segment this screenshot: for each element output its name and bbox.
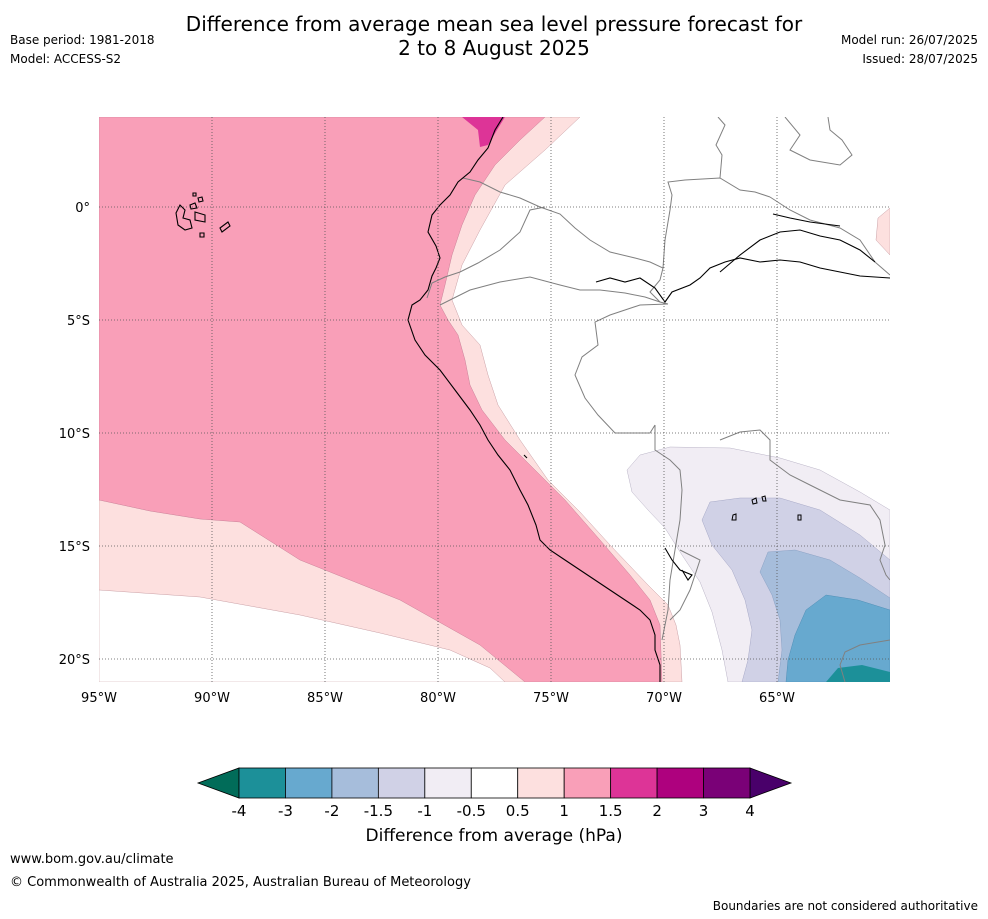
lon-label: 85°W — [307, 691, 343, 706]
map-area — [99, 117, 890, 682]
colorbar-label: -1 — [417, 802, 432, 820]
colorbar-swatch — [656, 767, 704, 799]
contour-1-to-1-5 — [99, 117, 663, 682]
lon-label: 90°W — [194, 691, 230, 706]
lat-label: 20°S — [59, 653, 90, 668]
lon-label: 80°W — [420, 691, 456, 706]
colorbar: -4 -3 -2 -1.5 -1 -0.5 0.5 1 1.5 2 3 4 — [196, 767, 793, 820]
chart-title: Difference from average mean sea level p… — [0, 12, 988, 60]
base-period: Base period: 1981-2018 — [10, 33, 155, 47]
colorbar-label: 2 — [652, 802, 662, 820]
contour-neg-3-to-neg-4 — [826, 665, 890, 682]
colorbar-label: -4 — [232, 802, 247, 820]
colorbar-swatch — [285, 767, 333, 799]
issued-date: Issued: 28/07/2025 — [862, 52, 978, 66]
model-name: Model: ACCESS-S2 — [10, 52, 122, 66]
lon-label: 65°W — [759, 691, 795, 706]
colorbar-swatch — [517, 767, 565, 799]
colorbar-swatch — [470, 767, 519, 799]
title-line-1: Difference from average mean sea level p… — [185, 12, 803, 36]
colorbar-label: -0.5 — [457, 802, 486, 820]
lon-label: 70°W — [646, 691, 682, 706]
colorbar-swatch — [238, 767, 286, 799]
title-line-2: 2 to 8 August 2025 — [398, 36, 590, 60]
longitude-labels: 95°W 90°W 85°W 80°W 75°W 70°W 65°W — [81, 691, 795, 706]
country-borders — [426, 117, 890, 682]
contour-patch-east — [875, 207, 890, 256]
colorbar-label: -2 — [324, 802, 339, 820]
lat-label: 15°S — [59, 540, 90, 555]
footer-url[interactable]: www.bom.gov.au/climate — [10, 852, 174, 867]
lat-label: 10°S — [59, 427, 90, 442]
colorbar-label: -3 — [278, 802, 293, 820]
contour-neg-2-to-neg-3 — [785, 594, 890, 682]
colorbar-under-arrow — [196, 767, 240, 799]
colorbar-swatch — [424, 767, 472, 799]
contour-1-5-to-2 — [462, 117, 505, 147]
colorbar-label: 4 — [745, 802, 755, 820]
lakes — [731, 495, 802, 521]
galapagos-islands — [175, 192, 231, 238]
colorbar-label: -1.5 — [364, 802, 393, 820]
contour-white-south — [99, 589, 506, 682]
colorbar-swatch — [563, 767, 612, 799]
lon-label: 95°W — [81, 691, 117, 706]
colorbar-swatch — [331, 767, 379, 799]
colorbar-swatch — [377, 767, 426, 799]
lon-label: 75°W — [533, 691, 569, 706]
model-run: Model run: 26/07/2025 — [840, 33, 978, 47]
graticule — [99, 117, 890, 682]
meta-right: Model run: 26/07/2025 Issued: 28/07/2025 — [841, 31, 978, 69]
footer-disclaimer: Boundaries are not considered authoritat… — [712, 899, 978, 913]
lat-label: 0° — [75, 201, 90, 216]
colorbar-label: 1.5 — [599, 802, 623, 820]
meta-left: Base period: 1981-2018 Model: ACCESS-S2 — [10, 31, 155, 69]
colorbar-over-arrow — [749, 767, 793, 799]
footer-copyright: © Commonwealth of Australia 2025, Austra… — [10, 875, 471, 890]
coastlines — [407, 117, 890, 682]
colorbar-label: 0.5 — [506, 802, 530, 820]
latitude-labels: 0° 5°S 10°S 15°S 20°S — [59, 201, 90, 668]
colorbar-title: Difference from average (hPa) — [365, 826, 623, 846]
colorbar-label: 3 — [699, 802, 709, 820]
colorbar-swatch — [703, 767, 751, 799]
lat-label: 5°S — [67, 314, 90, 329]
colorbar-swatch — [610, 767, 658, 799]
colorbar-label: 1 — [559, 802, 569, 820]
